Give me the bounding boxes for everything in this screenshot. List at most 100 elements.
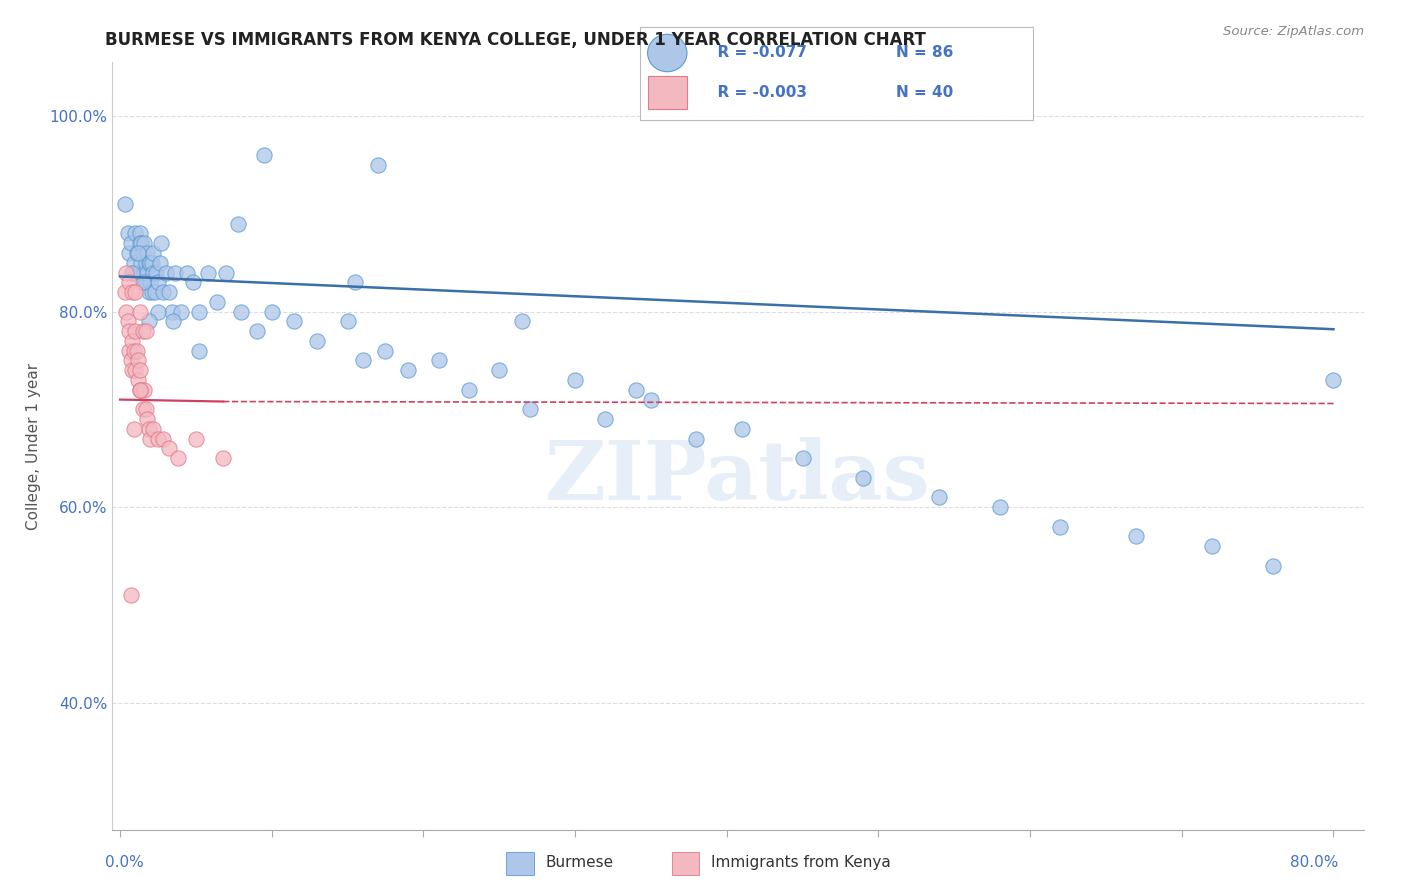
Point — [127, 246, 149, 260]
Point — [120, 353, 142, 368]
Point — [134, 266, 156, 280]
Point — [136, 266, 159, 280]
Ellipse shape — [648, 34, 688, 71]
Point — [139, 432, 162, 446]
Point — [118, 246, 141, 260]
Point — [157, 442, 180, 456]
Point — [152, 432, 174, 446]
Point — [336, 314, 359, 328]
Point — [150, 236, 173, 251]
Point — [141, 285, 163, 299]
Point — [139, 275, 162, 289]
Point — [138, 314, 160, 328]
Point — [124, 363, 146, 377]
Point — [121, 334, 143, 348]
Point — [124, 227, 146, 241]
Point — [187, 304, 209, 318]
Point — [155, 266, 177, 280]
Point — [792, 451, 814, 466]
Point — [117, 227, 139, 241]
Point — [118, 324, 141, 338]
Point — [129, 236, 152, 251]
Point — [142, 266, 165, 280]
Point — [127, 266, 149, 280]
Point — [122, 256, 145, 270]
Point — [146, 304, 169, 318]
Point — [135, 402, 157, 417]
Point — [458, 383, 481, 397]
Point — [127, 353, 149, 368]
Point — [148, 256, 170, 270]
Point — [640, 392, 662, 407]
Point — [114, 285, 136, 299]
Point — [134, 383, 156, 397]
Point — [128, 236, 150, 251]
Point — [685, 432, 707, 446]
Point — [160, 304, 183, 318]
Text: R = -0.077: R = -0.077 — [707, 45, 807, 61]
FancyBboxPatch shape — [648, 77, 688, 109]
Point — [122, 343, 145, 358]
Point — [283, 314, 305, 328]
Point — [187, 343, 209, 358]
Point — [146, 275, 169, 289]
Point — [121, 363, 143, 377]
Point — [184, 432, 207, 446]
Bar — [672, 852, 699, 874]
Point — [176, 266, 198, 280]
Point — [128, 383, 150, 397]
Point — [197, 266, 219, 280]
Text: 0.0%: 0.0% — [105, 855, 145, 870]
Text: Source: ZipAtlas.com: Source: ZipAtlas.com — [1223, 25, 1364, 38]
Point — [143, 285, 166, 299]
Point — [135, 324, 157, 338]
Point — [374, 343, 396, 358]
Point — [127, 373, 149, 387]
Point — [228, 217, 250, 231]
Point — [132, 246, 155, 260]
Point — [118, 275, 141, 289]
Point — [152, 285, 174, 299]
Text: BURMESE VS IMMIGRANTS FROM KENYA COLLEGE, UNDER 1 YEAR CORRELATION CHART: BURMESE VS IMMIGRANTS FROM KENYA COLLEGE… — [105, 31, 927, 49]
Point — [128, 304, 150, 318]
Text: Immigrants from Kenya: Immigrants from Kenya — [711, 855, 890, 870]
Point — [253, 148, 276, 162]
Point — [564, 373, 586, 387]
Point — [988, 500, 1011, 514]
Point — [367, 158, 389, 172]
Point — [115, 266, 138, 280]
Point — [145, 266, 167, 280]
Point — [114, 197, 136, 211]
Point — [142, 422, 165, 436]
Point — [731, 422, 754, 436]
Point — [128, 363, 150, 377]
Point — [135, 275, 157, 289]
Point — [138, 256, 160, 270]
Point — [1049, 519, 1071, 533]
Point — [142, 246, 165, 260]
Text: N = 86: N = 86 — [896, 45, 953, 61]
Point — [124, 324, 146, 338]
Point — [624, 383, 647, 397]
Point — [132, 275, 155, 289]
Point — [138, 285, 160, 299]
Point — [118, 343, 141, 358]
Point — [231, 304, 253, 318]
Point — [928, 491, 950, 505]
Point — [124, 285, 146, 299]
Point — [1322, 373, 1344, 387]
Point — [170, 304, 193, 318]
Point — [352, 353, 374, 368]
Text: 80.0%: 80.0% — [1291, 855, 1339, 870]
Point — [120, 588, 142, 602]
Point — [139, 256, 162, 270]
Point — [134, 236, 156, 251]
Point — [132, 324, 155, 338]
Text: Burmese: Burmese — [546, 855, 613, 870]
Point — [136, 246, 159, 260]
Point — [135, 256, 157, 270]
Point — [132, 402, 155, 417]
Point — [132, 275, 155, 289]
Point — [510, 314, 533, 328]
Y-axis label: College, Under 1 year: College, Under 1 year — [27, 362, 41, 530]
